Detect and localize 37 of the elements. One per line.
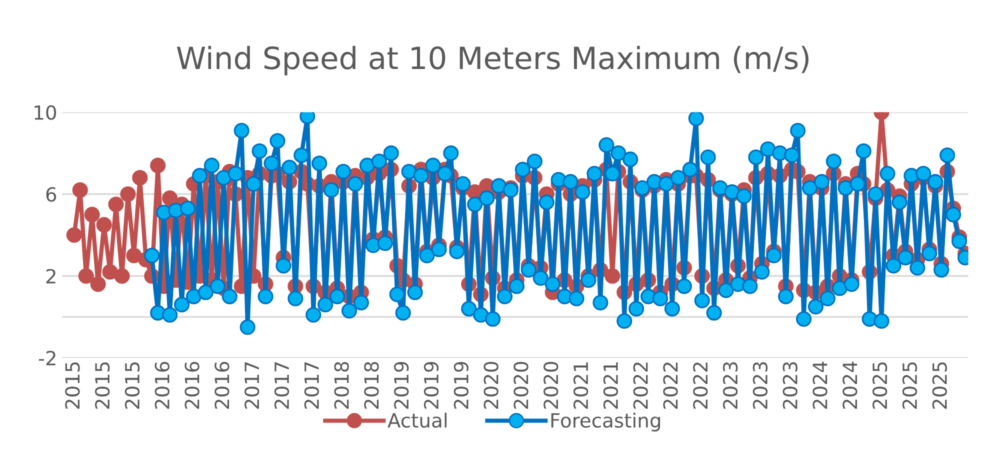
x-tick-label: 2021	[603, 362, 618, 409]
x-tick-label: 2016	[214, 362, 230, 409]
x-tick-label: 2016	[154, 362, 170, 409]
x-tick-label: 2017	[244, 362, 260, 409]
x-tick-label: 2025	[872, 362, 888, 409]
x-tick-label: 2025	[902, 362, 918, 409]
x-tick-label: 2018	[364, 362, 379, 409]
x-tick-label: 2019	[394, 362, 409, 409]
x-tick-label: 2017	[304, 362, 320, 409]
x-tick-label: 2023	[782, 362, 798, 409]
x-tick-label: 2018	[334, 362, 349, 409]
x-tick-label: 2024	[842, 362, 858, 409]
x-tick-label: 2021	[573, 362, 588, 409]
x-tick-label: 2023	[722, 362, 738, 409]
x-tick-label: 2023	[752, 362, 768, 409]
x-tick-label: 2019	[454, 362, 469, 409]
chart-title: Wind Speed at 10 Meters Maximum (m/s)	[176, 46, 808, 76]
x-tick-label: 2022	[633, 362, 648, 409]
x-tick-label: 2019	[424, 362, 439, 409]
y-tick-label: 2	[46, 268, 56, 284]
legend-label: Actual	[388, 412, 447, 428]
x-tick-label: 2025	[932, 362, 947, 409]
x-tick-label: 2020	[544, 362, 558, 409]
x-tick-label: 2015	[65, 362, 80, 409]
y-tick-label: 6	[46, 187, 56, 202]
x-tick-label: 2024	[812, 362, 828, 409]
x-tick-label: 2016	[184, 362, 200, 409]
x-tick-label: 2015	[124, 362, 140, 409]
x-tick-label: 2022	[663, 362, 678, 409]
y-tick-label: -2	[38, 350, 56, 366]
x-tick-label: 2020	[514, 362, 528, 409]
legend-label: Forecasting	[551, 412, 660, 432]
x-tick-label: 2017	[274, 362, 290, 409]
x-tick-label: 2015	[94, 362, 110, 409]
x-tick-label: 2020	[484, 362, 498, 409]
x-tick-label: 2022	[693, 362, 708, 409]
y-tick-label: 10	[34, 105, 56, 120]
